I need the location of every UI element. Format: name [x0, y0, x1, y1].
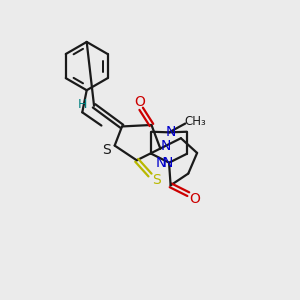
Text: N: N	[165, 125, 176, 139]
Text: N: N	[163, 156, 173, 170]
Text: H: H	[78, 98, 88, 111]
Text: N: N	[161, 139, 171, 153]
Text: S: S	[102, 143, 111, 157]
Text: O: O	[189, 192, 200, 206]
Text: O: O	[134, 95, 145, 109]
Text: S: S	[152, 173, 161, 187]
Text: CH₃: CH₃	[184, 115, 206, 128]
Text: N: N	[156, 156, 166, 170]
